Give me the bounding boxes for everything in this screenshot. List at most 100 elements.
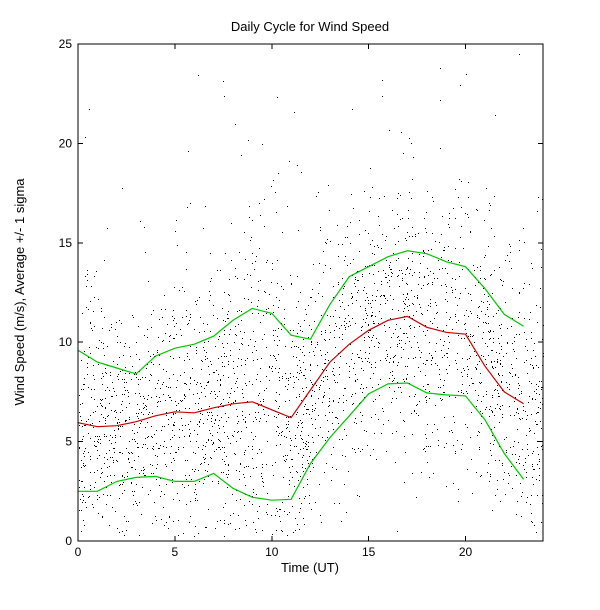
scatter-point [222,308,223,309]
scatter-point [150,356,151,357]
scatter-point [257,511,258,512]
scatter-point [333,400,334,401]
scatter-point [327,420,328,421]
scatter-point [405,238,406,239]
scatter-point [184,291,185,292]
scatter-point [296,446,297,447]
scatter-point [240,499,241,500]
scatter-point [393,253,394,254]
scatter-point [488,463,489,464]
scatter-point [344,309,345,310]
scatter-point [203,445,204,446]
scatter-point [97,436,98,437]
scatter-point [83,496,84,497]
scatter-point [256,419,257,420]
scatter-point [269,367,270,368]
scatter-point [147,364,148,365]
scatter-point [507,328,508,329]
scatter-point [235,454,236,455]
scatter-point [128,521,129,522]
scatter-point [122,401,123,402]
scatter-point [161,309,162,310]
scatter-point [214,451,215,452]
scatter-point [440,379,441,380]
scatter-point [465,323,466,324]
scatter-point [350,243,351,244]
scatter-point [384,295,385,296]
scatter-point [103,417,104,418]
scatter-point [106,487,107,488]
scatter-point [423,285,424,286]
scatter-point [407,293,408,294]
scatter-point [424,218,425,219]
scatter-point [318,398,319,399]
scatter-point [282,431,283,432]
scatter-point [122,493,123,494]
scatter-point [107,495,108,496]
scatter-point [395,462,396,463]
scatter-point [125,373,126,374]
scatter-point [197,500,198,501]
scatter-point [425,451,426,452]
scatter-point [221,356,222,357]
scatter-point [512,318,513,319]
scatter-point [289,400,290,401]
scatter-point [315,502,316,503]
scatter-point [81,467,82,468]
scatter-point [215,394,216,395]
scatter-point [297,333,298,334]
scatter-point [395,355,396,356]
scatter-point [150,374,151,375]
scatter-point [124,516,125,517]
scatter-point [234,431,235,432]
scatter-point [437,429,438,430]
scatter-point [190,346,191,347]
scatter-point [208,382,209,383]
scatter-point [455,289,456,290]
scatter-point [133,504,134,505]
scatter-point [164,453,165,454]
scatter-point [396,431,397,432]
scatter-point [223,399,224,400]
scatter-point [131,467,132,468]
scatter-point [500,409,501,410]
scatter-point [174,338,175,339]
scatter-point [223,320,224,321]
scatter-point [488,323,489,324]
scatter-point [170,356,171,357]
scatter-point [151,473,152,474]
scatter-point [421,313,422,314]
scatter-point [124,379,125,380]
scatter-point [93,375,94,376]
scatter-point [94,379,95,380]
scatter-point [486,323,487,324]
scatter-point [392,398,393,399]
scatter-point [204,342,205,343]
scatter-point [159,397,160,398]
scatter-point [124,382,125,383]
axes-box [77,43,544,542]
scatter-point [173,424,174,425]
scatter-point [210,331,211,332]
scatter-point [461,207,462,208]
scatter-point [220,449,221,450]
scatter-point [473,383,474,384]
scatter-point [291,440,292,441]
scatter-point [165,333,166,334]
scatter-point [325,332,326,333]
scatter-point [511,466,512,467]
scatter-point [166,371,167,372]
scatter-point [478,326,479,327]
scatter-point [240,331,241,332]
scatter-point [208,509,209,510]
scatter-point [184,398,185,399]
scatter-point [146,368,147,369]
scatter-point [489,481,490,482]
scatter-point [397,214,398,215]
scatter-point [519,250,520,251]
scatter-point [446,325,447,326]
scatter-point [135,393,136,394]
scatter-point [474,351,475,352]
x-tick-labels: 0 5 10 15 20 [75,545,473,559]
scatter-point [300,420,301,421]
